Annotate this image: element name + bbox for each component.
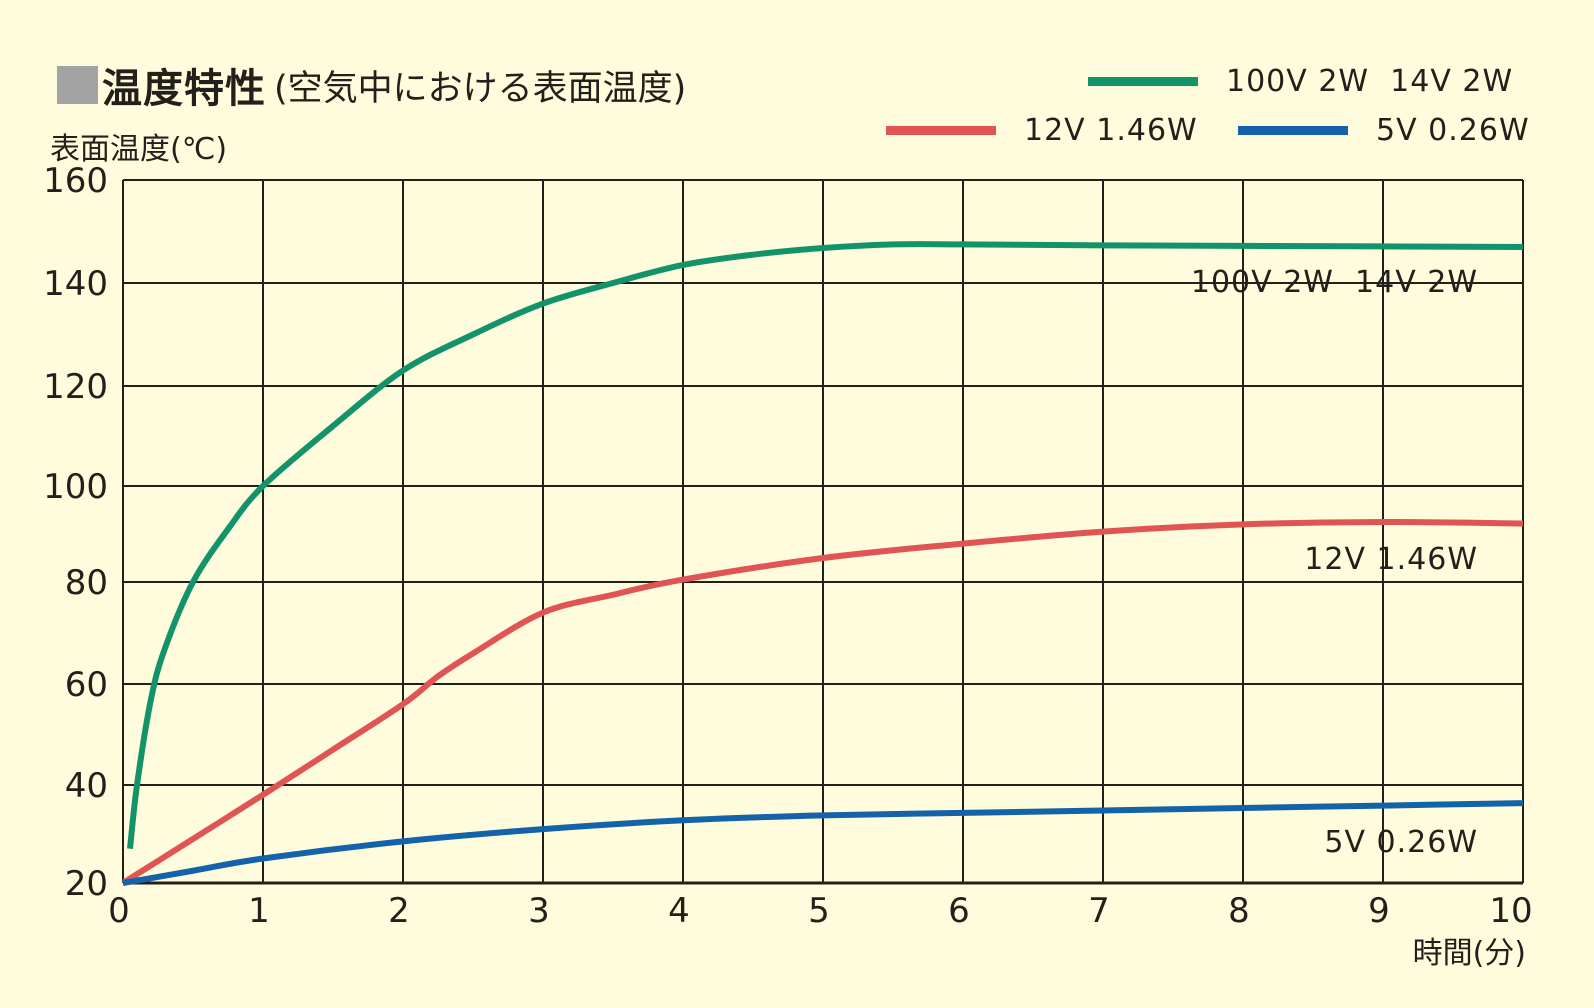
x-tick-label: 7	[1088, 891, 1110, 931]
series-inline-label: 12V 1.46W	[1304, 542, 1478, 577]
x-tick-label: 9	[1368, 891, 1390, 931]
y-tick-label: 140	[43, 264, 108, 304]
y-axis-label: 表面温度(℃)	[50, 132, 228, 167]
series-lines	[121, 241, 1524, 886]
legend-label: 12V 1.46W	[1024, 113, 1198, 148]
y-axis-ticks: 20 40 60 80 100 120 140 160	[43, 161, 108, 904]
x-tick-label: 0	[108, 891, 130, 931]
chart-title: 温度特性 (空気中における表面温度)	[57, 56, 686, 114]
legend-swatch-red	[886, 126, 996, 135]
x-tick-label: 1	[248, 891, 270, 931]
x-tick-label: 2	[388, 891, 410, 931]
legend-swatch-blue	[1238, 126, 1348, 135]
title-main: 温度特性	[102, 66, 266, 112]
x-tick-label: 8	[1228, 891, 1250, 931]
series-line	[122, 800, 1524, 886]
legend-item-100v: 100V 2W 14V 2W	[1088, 64, 1513, 99]
series-inline-label: 100V 2W 14V 2W	[1191, 265, 1478, 300]
legend-label: 5V 0.26W	[1376, 113, 1530, 148]
y-tick-label: 160	[43, 161, 108, 201]
grid-lines	[122, 179, 1524, 885]
x-axis-label: 時間(分)	[1412, 936, 1526, 971]
legend-item-5v: 5V 0.26W	[1238, 113, 1530, 148]
series-inline-label: 5V 0.26W	[1324, 825, 1478, 860]
series-line	[127, 241, 1524, 850]
y-tick-label: 80	[65, 563, 108, 603]
legend-swatch-green	[1088, 77, 1198, 86]
x-tick-label: 4	[668, 891, 690, 931]
y-tick-label: 40	[65, 766, 108, 806]
x-tick-label: 5	[808, 891, 830, 931]
title-sub: (空気中における表面温度)	[274, 68, 687, 109]
y-tick-label: 100	[43, 467, 108, 507]
y-tick-label: 60	[65, 665, 108, 705]
y-tick-label: 20	[65, 864, 108, 904]
x-tick-label: 6	[948, 891, 970, 931]
x-tick-label: 10	[1489, 891, 1532, 931]
series-inline-labels: 100V 2W 14V 2W 12V 1.46W 5V 0.26W	[1191, 265, 1478, 860]
y-tick-label: 120	[43, 367, 108, 407]
x-axis-ticks: 0 1 2 3 4 5 6 7 8 9 10	[108, 891, 1532, 931]
legend-item-12v: 12V 1.46W	[886, 113, 1198, 148]
x-tick-label: 3	[528, 891, 550, 931]
title-square-icon	[57, 66, 98, 104]
series-line	[121, 518, 1524, 886]
legend-label: 100V 2W 14V 2W	[1226, 64, 1514, 99]
